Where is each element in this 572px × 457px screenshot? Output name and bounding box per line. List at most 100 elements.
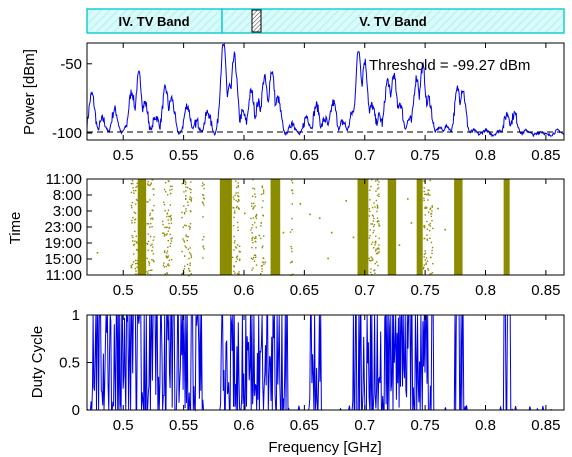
time-point: [369, 210, 371, 212]
time-point: [376, 221, 378, 223]
time-point: [190, 273, 192, 275]
time-point: [376, 179, 379, 181]
time-point: [250, 229, 252, 231]
time-point: [166, 233, 168, 235]
time-point: [189, 188, 191, 190]
time-series-group: [96, 179, 510, 277]
time-point: [237, 229, 239, 232]
time-point: [165, 265, 167, 268]
time-point: [255, 236, 257, 238]
time-point: [237, 226, 239, 229]
time-point: [131, 263, 134, 266]
time-point: [375, 252, 378, 255]
time-point: [430, 241, 433, 244]
time-point: [170, 259, 173, 261]
time-ytick-label: 8:00: [53, 187, 82, 204]
time-ytick-label: 11:00: [46, 267, 82, 284]
time-point: [167, 180, 169, 182]
time-point: [235, 192, 237, 194]
time-point: [376, 188, 379, 190]
time-point: [235, 247, 238, 249]
time-point: [252, 187, 254, 189]
time-point: [133, 243, 136, 246]
time-point: [427, 189, 429, 191]
time-occupancy-band: [137, 179, 147, 275]
time-point: [233, 249, 235, 251]
duty-ytick-label: 1: [72, 307, 80, 324]
time-point: [203, 236, 205, 238]
time-point: [185, 225, 187, 227]
time-point: [251, 246, 253, 249]
time-point: [189, 262, 191, 264]
time-point: [371, 206, 374, 209]
time-point: [190, 253, 192, 255]
time-point: [425, 263, 427, 265]
time-point: [165, 234, 167, 236]
time-point: [189, 264, 191, 266]
time-point: [371, 223, 374, 225]
time-point: [235, 186, 238, 189]
band-marker: [251, 9, 262, 33]
time-point: [184, 224, 186, 226]
time-point: [189, 228, 191, 230]
time-point: [161, 220, 164, 223]
power-series-line: [86, 42, 565, 138]
time-point: [378, 248, 380, 250]
time-point: [290, 261, 292, 264]
time-point: [374, 272, 376, 274]
time-point: [262, 261, 264, 263]
time-point: [430, 215, 432, 218]
time-point: [130, 204, 133, 207]
time-point: [185, 208, 187, 210]
time-point: [190, 188, 192, 191]
time-point: [291, 179, 293, 182]
time-point: [188, 252, 191, 254]
time-point: [368, 208, 371, 210]
time-point: [238, 245, 241, 247]
time-point: [134, 259, 137, 262]
power-plot-frame: [86, 42, 565, 141]
time-point: [426, 193, 428, 196]
time-point: [166, 252, 168, 254]
xtick-label: 0.65: [290, 282, 319, 299]
time-point: [252, 241, 254, 244]
time-point: [262, 257, 265, 260]
time-point: [261, 270, 263, 273]
time-point: [254, 221, 256, 224]
time-point: [136, 262, 138, 264]
time-point: [131, 201, 134, 204]
time-occupancy-band: [503, 179, 510, 275]
xtick-label: 0.6: [234, 282, 255, 299]
time-point: [168, 222, 170, 225]
time-point: [232, 225, 235, 227]
time-point: [182, 226, 184, 228]
time-point: [261, 186, 264, 189]
time-point: [167, 209, 170, 211]
time-point: [309, 213, 311, 216]
time-point: [149, 212, 151, 215]
time-point: [423, 225, 426, 227]
time-point: [378, 181, 380, 183]
time-point: [163, 266, 165, 268]
time-point: [132, 240, 134, 242]
time-point: [423, 266, 425, 269]
time-point: [237, 192, 239, 194]
time-point: [253, 260, 256, 262]
time-point: [170, 242, 172, 245]
time-point: [370, 271, 372, 274]
time-point: [407, 198, 409, 200]
time-point: [291, 189, 294, 192]
time-point: [422, 268, 425, 270]
time-point: [132, 244, 135, 246]
time-point: [135, 186, 137, 189]
time-point: [133, 192, 135, 194]
time-point: [202, 194, 204, 196]
time-ticks: [87, 178, 547, 276]
time-point: [136, 266, 138, 268]
time-point: [189, 196, 191, 198]
time-point: [167, 264, 169, 266]
time-point: [134, 219, 136, 221]
time-point: [375, 235, 377, 237]
power-ticks: [87, 43, 547, 140]
time-point: [252, 179, 254, 181]
